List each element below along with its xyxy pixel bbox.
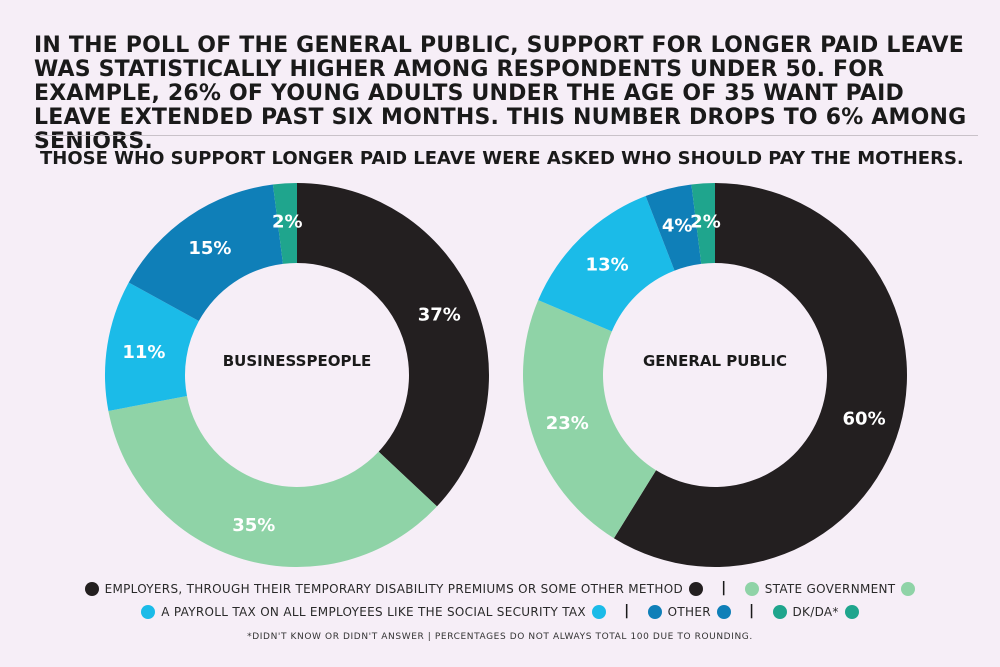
legend-item-payroll: A payroll tax on all employees like the …	[141, 604, 606, 619]
legend-swatch-employers	[84, 581, 99, 596]
subhead: Those who support longer paid leave were…	[40, 148, 964, 169]
legend-label-state: State government	[764, 581, 896, 596]
slice-label-other: 4%	[662, 216, 693, 237]
legend-item-dkda: DK/DA*	[772, 604, 859, 619]
legend-separator: |	[721, 580, 727, 596]
legend-swatch-other-end	[716, 604, 731, 619]
slice-label-employers: 60%	[843, 408, 886, 429]
legend-swatch-employers-end	[689, 581, 704, 596]
legend-row-1: Employers, through their temporary disab…	[0, 580, 1000, 596]
donut-center-label: GENERAL PUBLIC	[643, 352, 787, 370]
slice-label-payroll: 13%	[586, 255, 629, 276]
legend-swatch-other	[647, 604, 662, 619]
slice-label-employers: 37%	[418, 304, 461, 325]
slice-payroll	[538, 195, 675, 332]
slice-label-state: 23%	[546, 413, 589, 434]
legend-swatch-state-end	[901, 581, 916, 596]
slice-label-dkda: 2%	[272, 211, 303, 232]
legend-label-payroll: A payroll tax on all employees like the …	[161, 604, 586, 619]
legend-swatch-dkda-end	[844, 604, 859, 619]
divider	[34, 135, 978, 136]
slice-dkda	[272, 183, 297, 264]
legend-item-state: State government	[744, 581, 916, 596]
legend-swatch-state	[744, 581, 759, 596]
footnote: *Didn't know or didn't answer | Percenta…	[247, 632, 753, 642]
legend-swatch-dkda	[772, 604, 787, 619]
legend-separator: |	[748, 603, 755, 619]
headline: In the poll of the general public, suppo…	[34, 33, 967, 154]
legend-label-employers: Employers, through their temporary disab…	[104, 581, 684, 596]
slice-dkda	[691, 183, 715, 264]
legend-row-2: A payroll tax on all employees like the …	[0, 603, 1000, 619]
slice-employers	[297, 183, 489, 507]
slice-label-other: 15%	[188, 238, 231, 259]
slice-label-dkda: 2%	[690, 211, 721, 232]
slice-label-state: 35%	[232, 515, 275, 536]
slice-state	[523, 300, 657, 539]
slice-other	[645, 184, 702, 271]
slice-other	[128, 184, 283, 322]
slice-employers	[613, 183, 908, 567]
legend-item-other: Other	[647, 604, 731, 619]
legend-item-employers: Employers, through their temporary disab…	[84, 581, 704, 596]
slice-payroll	[105, 282, 199, 411]
legend-swatch-payroll-end	[591, 604, 606, 619]
legend-swatch-payroll	[141, 604, 156, 619]
legend-label-other: Other	[667, 604, 711, 619]
donut-businesspeople: 37% 35% 11% 15% 2% BUSINESSPEOPLE	[105, 183, 489, 567]
legend-separator: |	[624, 603, 630, 619]
slice-label-payroll: 11%	[122, 342, 165, 363]
donut-general-public: 60% 23% 13% 4%2% GENERAL PUBLIC	[523, 183, 908, 567]
slice-state	[108, 395, 437, 567]
donut-center-label: BUSINESSPEOPLE	[223, 352, 372, 370]
legend-label-dkda: DK/DA*	[792, 604, 839, 619]
